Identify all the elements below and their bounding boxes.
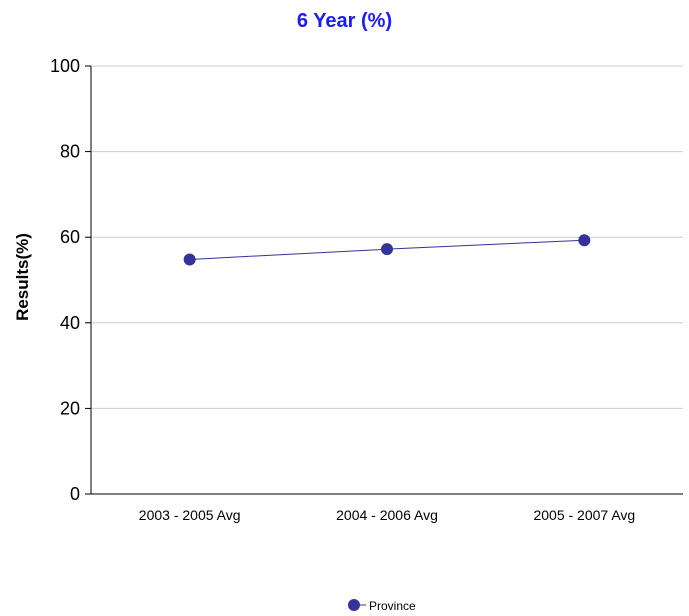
y-tick-label: 0 (70, 484, 80, 504)
y-axis-title: Results(%) (13, 233, 32, 321)
y-tick-label: 100 (50, 56, 80, 76)
legend-marker (348, 599, 360, 611)
legend: Province (348, 599, 416, 613)
y-tick-label: 80 (60, 142, 80, 162)
x-tick-labels: 2003 - 2005 Avg 2004 - 2006 Avg 2005 - 200… (139, 507, 635, 523)
legend-label: Province (369, 599, 416, 613)
data-point (578, 234, 591, 247)
data-point (183, 253, 196, 266)
y-tick-label: 60 (60, 227, 80, 247)
gridlines (85, 65, 683, 495)
y-tick-label: 40 (60, 313, 80, 333)
data-point (381, 243, 393, 256)
y-tick-labels: 0 20 40 60 80 100 (50, 56, 80, 504)
x-tick-label: 2003 - 2005 Avg (139, 507, 241, 523)
x-tick-label: 2005 - 2007 Avg (533, 507, 635, 523)
axes (90, 66, 683, 495)
series-group (183, 234, 591, 266)
y-tick-label: 20 (60, 398, 80, 418)
chart-title: 6 Year (%) (296, 10, 393, 32)
x-tick-label: 2004 - 2006 Avg (336, 507, 438, 523)
